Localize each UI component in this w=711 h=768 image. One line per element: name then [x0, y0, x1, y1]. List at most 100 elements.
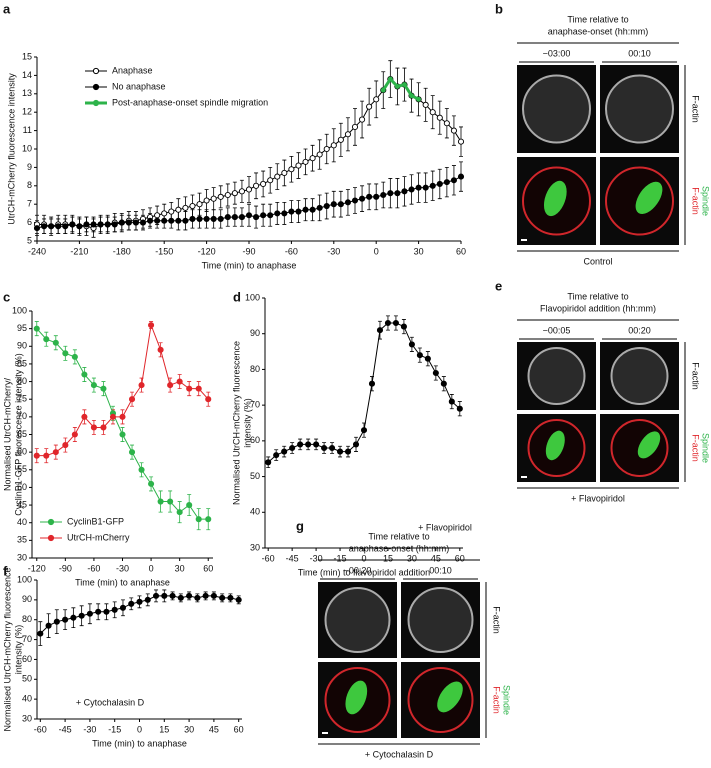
- data-point: [152, 592, 160, 599]
- data-point: [148, 322, 155, 329]
- data-point: [90, 221, 97, 228]
- data-point: [436, 180, 443, 188]
- data-point: [161, 210, 168, 217]
- data-point: [443, 120, 450, 127]
- data-point: [210, 195, 217, 202]
- y-tick-label: 6: [27, 217, 32, 227]
- data-point: [402, 82, 407, 88]
- data-point: [443, 179, 450, 186]
- panel-header: anaphase-onset (hh:mm): [548, 26, 649, 36]
- data-point: [196, 201, 203, 208]
- y-tick-label: 10: [22, 143, 32, 153]
- data-point: [182, 217, 189, 224]
- data-point: [203, 215, 210, 222]
- x-tick-label: -90: [59, 563, 72, 573]
- spindle: [637, 431, 661, 459]
- data-point: [217, 193, 224, 200]
- x-tick-label: -45: [59, 724, 72, 734]
- data-point: [194, 594, 201, 601]
- data-point: [351, 197, 359, 204]
- data-point: [168, 208, 175, 215]
- panel-letter: a: [3, 1, 11, 16]
- data-point: [177, 594, 184, 601]
- y-tick-label: 70: [22, 634, 32, 644]
- panel-letter: f: [3, 563, 8, 578]
- data-point: [329, 444, 336, 452]
- data-point: [138, 466, 145, 473]
- data-point: [337, 136, 344, 143]
- data-point: [352, 441, 360, 448]
- data-point: [366, 103, 373, 110]
- data-point: [154, 212, 161, 219]
- data-point: [380, 87, 386, 93]
- time-label: 00:20: [628, 325, 651, 335]
- data-point: [231, 214, 238, 221]
- data-point: [175, 217, 182, 224]
- data-point: [53, 618, 60, 625]
- data-point: [305, 441, 312, 448]
- data-point: [205, 396, 212, 403]
- data-point: [309, 206, 316, 213]
- data-point: [167, 498, 174, 505]
- data-point: [104, 221, 111, 228]
- data-point: [450, 127, 457, 134]
- y-tick-label: 90: [250, 328, 260, 338]
- spindle: [543, 180, 567, 217]
- data-point: [429, 109, 436, 116]
- annotation: + Cytochalasin D: [76, 697, 145, 707]
- data-point: [267, 177, 274, 184]
- y-tick-label: 40: [250, 507, 260, 517]
- data-point: [432, 369, 439, 377]
- data-point: [139, 219, 147, 226]
- panel-header: Time relative to: [567, 14, 628, 24]
- x-tick-label: 60: [455, 553, 465, 563]
- y-tick-label: 80: [250, 364, 260, 374]
- data-point: [316, 204, 323, 211]
- data-point: [33, 452, 40, 459]
- y-tick-label: 95: [17, 323, 27, 333]
- time-label: 00:10: [429, 565, 452, 575]
- data-point: [175, 206, 182, 213]
- data-point: [457, 138, 465, 145]
- data-point: [394, 83, 400, 89]
- data-point: [132, 219, 139, 226]
- cell-outline: [605, 74, 674, 144]
- y-tick-label: 100: [17, 574, 32, 584]
- data-point: [52, 449, 59, 456]
- data-point: [440, 380, 447, 387]
- data-point: [43, 452, 50, 459]
- x-tick-label: 15: [383, 553, 393, 563]
- data-point: [260, 212, 267, 219]
- data-point: [302, 158, 309, 165]
- data-point: [387, 76, 393, 82]
- time-label: −00:20: [344, 565, 372, 575]
- y-axis-label: intensity (%): [242, 398, 252, 448]
- data-point: [281, 210, 288, 217]
- data-point: [186, 502, 193, 509]
- data-point: [186, 592, 193, 599]
- channel-label: F-actin: [691, 362, 701, 390]
- y-axis-label: Normalised UtrCH-mCherry/: [2, 377, 12, 491]
- data-point: [217, 215, 224, 222]
- data-point: [408, 186, 415, 193]
- x-tick-label: 45: [209, 724, 219, 734]
- data-point: [384, 319, 392, 327]
- y-tick-label: 50: [17, 482, 27, 492]
- y-tick-label: 65: [17, 429, 27, 439]
- data-point: [436, 114, 443, 121]
- annotation: + Flavopiridol: [418, 522, 472, 532]
- data-point: [161, 592, 168, 599]
- spindle: [545, 430, 565, 461]
- data-point: [109, 413, 117, 420]
- x-axis-label: Time (min) to anaphase: [202, 260, 297, 270]
- data-point: [366, 193, 373, 200]
- channel-label: F-actin: [691, 434, 701, 462]
- data-point: [128, 600, 135, 607]
- data-point: [330, 142, 337, 149]
- data-point: [424, 355, 431, 362]
- spindle: [437, 681, 463, 713]
- data-point: [360, 427, 368, 434]
- y-tick-label: 45: [17, 499, 27, 509]
- panel-header: Time relative to: [567, 291, 628, 301]
- data-point: [309, 155, 316, 162]
